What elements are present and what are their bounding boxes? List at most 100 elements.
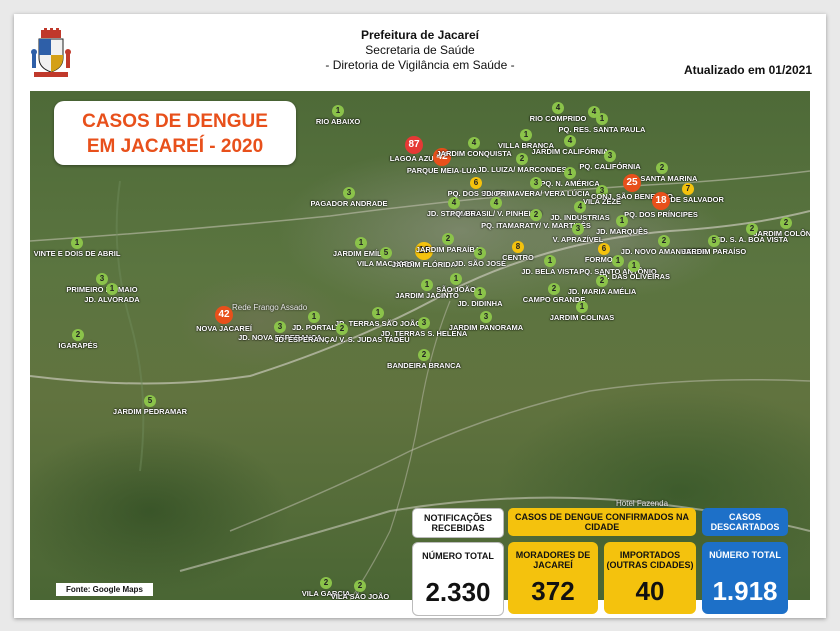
neighborhood-label: VILLA BRANCA bbox=[498, 141, 554, 150]
case-marker[interactable]: 5 bbox=[380, 247, 392, 259]
case-marker[interactable]: 1 bbox=[332, 105, 344, 117]
neighborhood-label: PRIMEIRO DE MAIO bbox=[66, 285, 138, 294]
case-marker[interactable]: 8 bbox=[512, 241, 524, 253]
case-marker[interactable]: 2 bbox=[320, 577, 332, 589]
neighborhood-label: JARDIM PANORAMA bbox=[448, 323, 524, 332]
case-marker[interactable]: 3 bbox=[480, 311, 492, 323]
case-marker[interactable]: 2 bbox=[354, 580, 366, 592]
case-marker[interactable]: 1 bbox=[372, 307, 384, 319]
case-marker[interactable]: 3 bbox=[604, 150, 616, 162]
case-marker[interactable]: 2 bbox=[548, 283, 560, 295]
neighborhood-label: JD. ALVORADA bbox=[84, 295, 140, 304]
case-marker[interactable]: 4 bbox=[564, 135, 576, 147]
discarded-header: CASOS DESCARTADOS bbox=[702, 508, 788, 536]
neighborhood-label: JD. DAS OLIVEIRAS bbox=[597, 272, 671, 281]
case-marker[interactable]: 87 bbox=[405, 136, 423, 154]
neighborhood-label: IGARAPÉS bbox=[58, 341, 98, 350]
case-marker[interactable]: 3 bbox=[530, 177, 542, 189]
neighborhood-label: NOVA JACAREÍ bbox=[196, 324, 252, 333]
case-marker[interactable]: 1 bbox=[628, 260, 640, 272]
neighborhood-label: PQ. N. AMÉRICA bbox=[540, 179, 600, 188]
neighborhood-label: SÃO JOÃO bbox=[436, 285, 476, 294]
neighborhood-label: VILA SÃO JOÃO bbox=[330, 592, 390, 601]
case-marker[interactable]: 1 bbox=[520, 129, 532, 141]
case-marker[interactable]: 4 bbox=[448, 197, 460, 209]
discarded-value: 1.918 bbox=[712, 576, 778, 606]
case-marker[interactable]: 1 bbox=[576, 301, 588, 313]
neighborhood-label: V. APRAZÍVEL bbox=[552, 235, 604, 244]
residents-value: 372 bbox=[531, 576, 575, 606]
infographic-frame: Prefeitura de Jacareí Secretaria de Saúd… bbox=[14, 14, 826, 618]
case-marker[interactable]: 4 bbox=[468, 137, 480, 149]
case-marker[interactable]: 3 bbox=[343, 187, 355, 199]
neighborhood-label: JD. NOVO AMANHECER bbox=[620, 247, 708, 256]
case-marker[interactable]: 3 bbox=[96, 273, 108, 285]
case-marker[interactable]: 2 bbox=[596, 275, 608, 287]
case-marker[interactable]: 3 bbox=[474, 247, 486, 259]
neighborhood-label: JD. SANTA MARINA bbox=[626, 174, 698, 183]
case-marker[interactable]: 3 bbox=[418, 317, 430, 329]
case-marker[interactable]: 1 bbox=[616, 215, 628, 227]
neighborhood-label: CENTRO bbox=[502, 253, 534, 262]
case-marker[interactable]: 1 bbox=[564, 167, 576, 179]
case-marker[interactable]: 1 bbox=[596, 113, 608, 125]
neighborhood-label: JD. STA MARIA bbox=[426, 209, 482, 218]
case-marker[interactable]: 2 bbox=[780, 217, 792, 229]
neighborhood-label: PQ. ITAMARATY/ V. MARTINÊS bbox=[481, 221, 591, 230]
case-marker[interactable]: 42 bbox=[215, 306, 233, 324]
map-source-note: Fonte: Google Maps bbox=[56, 583, 153, 596]
case-marker[interactable]: 18 bbox=[652, 192, 670, 210]
case-marker[interactable]: 6 bbox=[470, 177, 482, 189]
case-marker[interactable]: 3 bbox=[572, 223, 584, 235]
case-marker[interactable]: 1 bbox=[355, 237, 367, 249]
case-marker[interactable]: 1 bbox=[612, 255, 624, 267]
case-marker[interactable]: 1 bbox=[71, 237, 83, 249]
case-marker[interactable]: 4 bbox=[552, 102, 564, 114]
case-marker[interactable]: 2 bbox=[516, 153, 528, 165]
case-marker[interactable]: 1 bbox=[308, 311, 320, 323]
case-marker[interactable]: 4 bbox=[574, 201, 586, 213]
header-title: Prefeitura de Jacareí bbox=[360, 28, 480, 42]
case-marker[interactable]: 7 bbox=[682, 183, 694, 195]
confirmed-header: CASOS DE DENGUE CONFIRMADOS NA CIDADE bbox=[508, 508, 696, 536]
neighborhood-label: PQ. DOS PRÍNCIPES bbox=[624, 210, 698, 219]
case-marker[interactable]: 3 bbox=[596, 185, 608, 197]
case-marker[interactable]: 2 bbox=[746, 223, 758, 235]
notifications-value: 2.330 bbox=[425, 577, 491, 607]
case-marker[interactable]: 2 bbox=[336, 323, 348, 335]
neighborhood-label: JD. BELA VISTA bbox=[521, 267, 579, 276]
neighborhood-label: JD. PRIMAVERA/ VERA LÚCIA bbox=[482, 189, 590, 198]
case-marker[interactable]: 5 bbox=[708, 235, 720, 247]
case-marker[interactable]: 3 bbox=[274, 321, 286, 333]
neighborhood-label: JD. LUIZA/ MARCONDES bbox=[477, 165, 567, 174]
imported-value: 40 bbox=[635, 576, 665, 606]
case-marker[interactable]: 2 bbox=[530, 209, 542, 221]
neighborhood-label: JD. S. A. BOA VISTA bbox=[715, 235, 789, 244]
case-marker[interactable]: 2 bbox=[72, 329, 84, 341]
case-marker[interactable]: 19 bbox=[415, 242, 433, 260]
neighborhood-label: PQ. CALIFÓRNIA bbox=[579, 162, 641, 171]
neighborhood-label: JARDIM COLÔNIA bbox=[753, 229, 810, 238]
case-marker[interactable]: 1 bbox=[421, 279, 433, 291]
neighborhood-label: FORMOSA bbox=[584, 255, 624, 264]
map-title: CASOS DE DENGUE EM JACAREÍ - 2020 bbox=[54, 101, 296, 165]
case-marker[interactable]: 1 bbox=[544, 255, 556, 267]
case-marker[interactable]: 1 bbox=[450, 273, 462, 285]
case-marker[interactable]: 2 bbox=[658, 235, 670, 247]
neighborhood-label: PQ. BRASIL/ V. PINHEIRO bbox=[450, 209, 542, 218]
case-marker[interactable]: 2 bbox=[656, 162, 668, 174]
case-marker[interactable]: 42 bbox=[433, 148, 451, 166]
case-marker[interactable]: 2 bbox=[418, 349, 430, 361]
case-marker[interactable]: 1 bbox=[106, 283, 118, 295]
neighborhood-label: JD. TERRAS S. HELENA bbox=[380, 329, 468, 338]
neighborhood-label: JARDIM FLÓRIDA bbox=[391, 260, 457, 269]
case-marker[interactable]: 1 bbox=[474, 287, 486, 299]
case-marker[interactable]: 2 bbox=[442, 233, 454, 245]
neighborhood-label: VILA MACHADO bbox=[356, 259, 416, 268]
case-marker[interactable]: 4 bbox=[490, 197, 502, 209]
poi-hotel-fazenda: Hotel Fazenda bbox=[616, 499, 669, 508]
neighborhood-label: CONJ. SÃO BENEDITO bbox=[591, 192, 673, 201]
case-marker[interactable]: 6 bbox=[598, 243, 610, 255]
case-marker[interactable]: 5 bbox=[144, 395, 156, 407]
case-marker[interactable]: 25 bbox=[623, 174, 641, 192]
